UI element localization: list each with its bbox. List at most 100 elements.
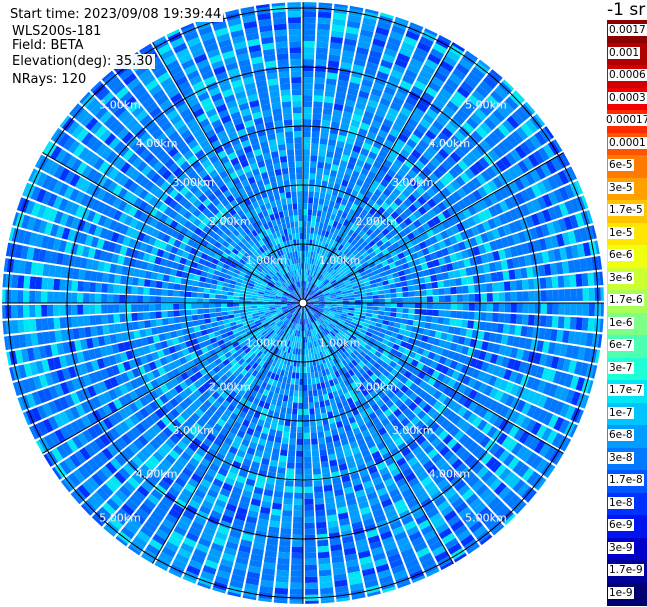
range-gate-cell [327,325,333,332]
range-gate-cell [421,335,429,343]
range-gate-cell [267,409,274,417]
range-gate-cell [308,317,312,324]
range-gate-cell [383,408,393,418]
range-gate-cell [167,296,174,303]
range-gate-cell [41,291,48,303]
range-gate-cell [374,557,388,568]
range-gate-cell [423,428,434,439]
range-gate-cell [538,443,551,457]
range-gate-cell [17,319,25,333]
range-gate-cell [312,305,319,307]
range-gate-cell [434,426,445,437]
range-gate-cell [512,359,522,372]
range-gate-cell [303,47,315,54]
range-gate-cell [83,304,90,315]
range-gate-cell [387,427,397,437]
range-gate-cell [289,41,302,48]
range-gate-cell [310,309,315,315]
range-gate-cell [218,564,233,574]
range-gate-cell [305,305,311,310]
range-gate-cell [222,319,230,325]
range-gate-cell [246,571,261,580]
range-gate-cell [320,216,326,224]
range-gate-cell [266,477,276,485]
range-gate-cell [422,460,434,471]
range-gate-cell [303,390,308,397]
range-gate-cell [373,362,381,370]
range-gate-cell [265,440,274,448]
range-gate-cell [319,449,328,456]
range-gate-cell [336,451,345,460]
range-gate-cell [204,559,219,570]
range-gate-cell [276,132,285,139]
range-gate-cell [445,422,456,434]
range-gate-cell [95,282,102,293]
range-gate-cell [346,498,357,507]
range-gate-cell [446,438,458,449]
range-gate-cell [307,215,312,222]
range-gate-cell [320,331,325,338]
range-gate-cell [292,329,296,336]
range-gate-cell [291,353,295,361]
range-gate-cell [395,317,402,324]
range-gate-cell [483,492,497,506]
range-gate-cell [291,89,302,96]
range-gate-cell [304,516,315,523]
range-gate-cell [432,303,439,310]
range-gate-cell [312,306,318,310]
range-gate-cell [291,552,303,559]
range-gate-cell [333,316,340,321]
range-gate-cell [305,305,311,311]
range-gate-cell [303,95,313,102]
range-gate-cell [185,531,199,543]
range-gate-cell [504,346,513,357]
range-gate-cell [266,371,273,378]
range-gate-cell [296,245,300,252]
range-gate-cell [363,480,374,489]
range-gate-cell [277,394,284,401]
range-gate-cell [361,429,371,438]
range-gate-cell [288,167,296,174]
range-gate-cell [335,494,345,503]
range-gate-cell [382,536,395,546]
range-gate-cell [317,161,325,169]
range-gate-cell [472,349,481,359]
range-gate-cell [276,399,283,407]
range-gate-cell [243,433,253,442]
range-gate-cell [251,435,260,444]
range-gate-cell [41,304,48,317]
range-gate-cell [89,304,96,315]
ray [303,306,381,597]
range-gate-cell [390,303,397,308]
range-gate-cell [374,422,384,431]
range-gate-cell [280,382,286,390]
range-gate-cell [101,293,108,303]
range-gate-cell [257,518,269,527]
range-gate-cell [351,394,359,403]
range-gate-cell [215,294,222,299]
range-gate-cell [296,342,299,349]
range-gate-cell [539,315,547,327]
range-gate-cell [327,447,335,455]
range-gate-cell [314,313,320,319]
range-gate-cell [303,143,311,150]
range-gate-cell [281,401,288,408]
range-gate-cell [317,333,322,340]
range-gate-cell [277,59,289,67]
range-gate-cell [423,383,433,393]
range-gate-cell [346,314,354,319]
range-gate-cell [321,330,327,337]
range-gate-cell [322,478,332,486]
range-gate-cell [287,334,291,341]
range-gate-cell [379,446,389,456]
range-gate-cell [387,353,395,361]
range-gate-cell [438,310,445,317]
range-gate-cell [444,310,451,318]
range-gate-cell [319,192,326,200]
range-gate-cell [304,522,315,529]
range-gate-cell [155,311,162,319]
range-gate-cell [243,484,254,493]
range-gate-cell [282,345,287,352]
range-gate-cell [297,354,301,361]
range-gate-cell [382,586,396,594]
